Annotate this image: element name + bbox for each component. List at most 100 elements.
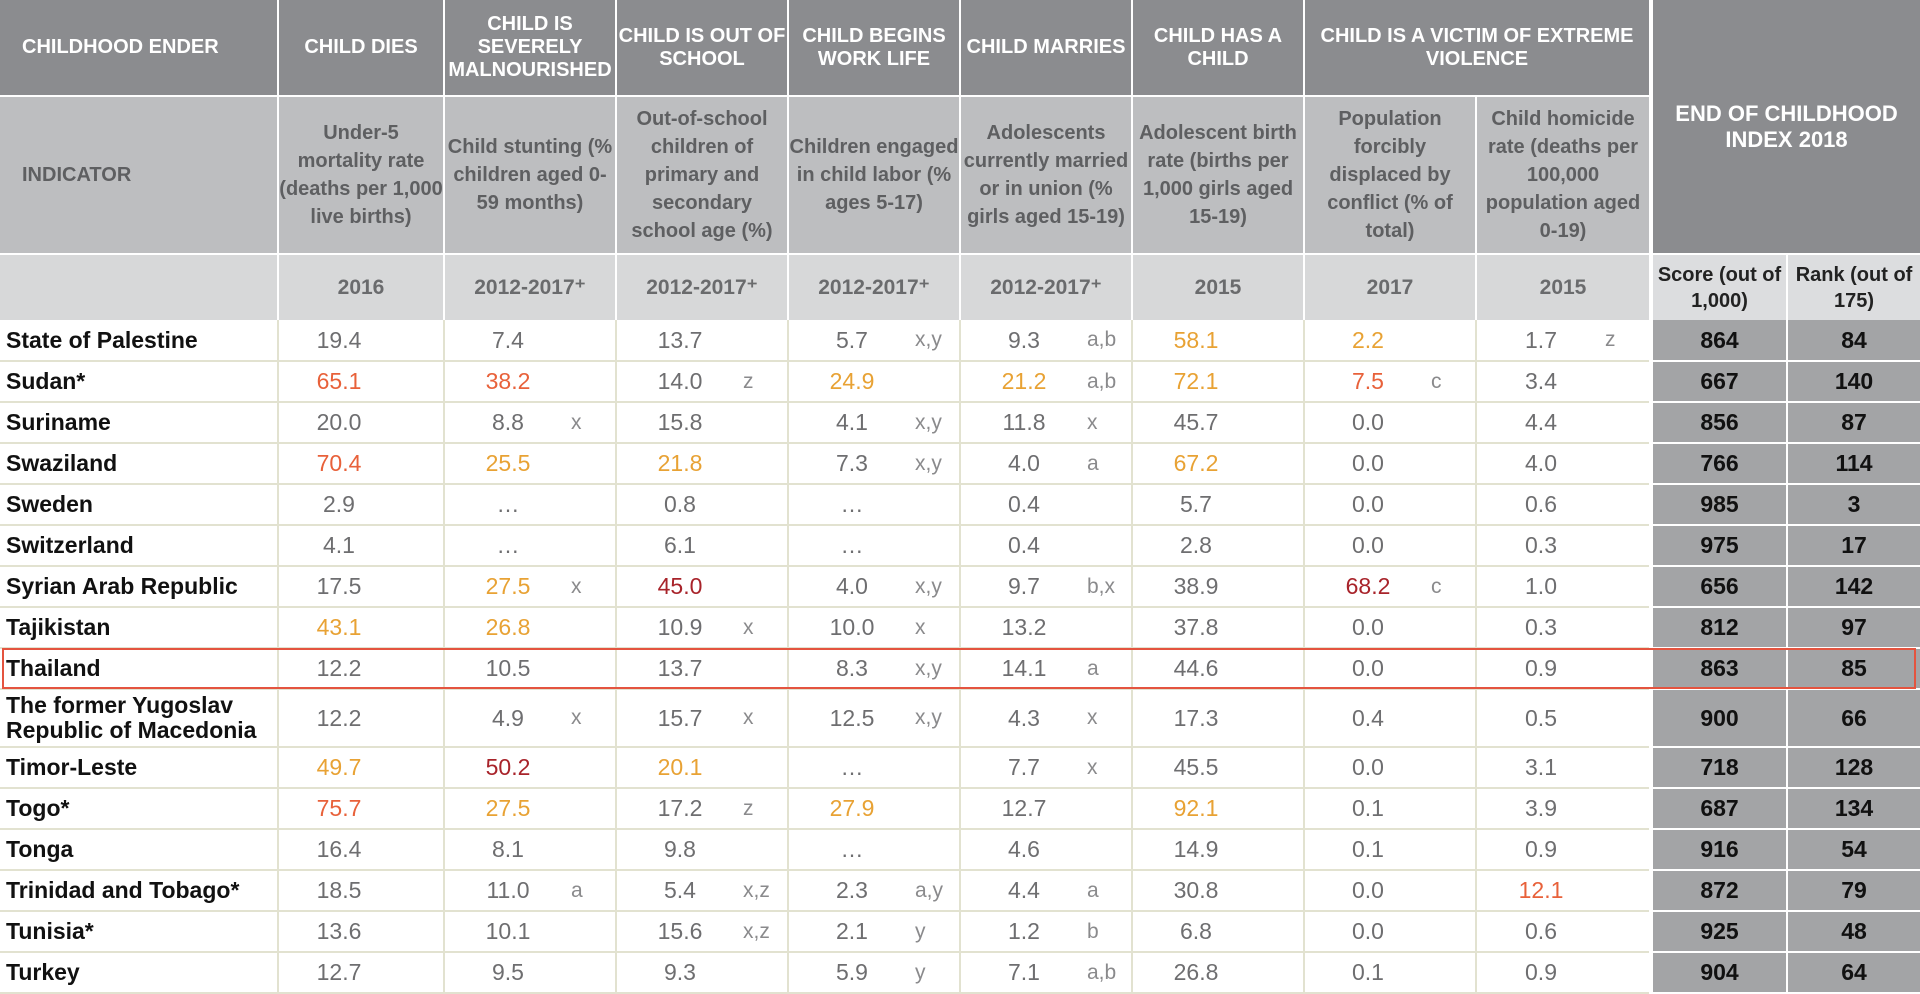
indicator-value: 17.5 — [316, 573, 362, 599]
index-rank: 87 — [1786, 402, 1920, 444]
indicator-value-cell: 9.5 — [443, 952, 616, 994]
indicator-value: 45.5 — [1173, 754, 1219, 780]
table-row: Swaziland 70.4 25.5 21.8 7.3 x,y 4.0 a 67.2 0.0 4.… — [0, 443, 1920, 485]
indicator-value: … — [840, 532, 864, 558]
index-rank: 54 — [1786, 829, 1920, 871]
indicator-value: 1.2 — [1008, 918, 1040, 944]
index-score: 985 — [1649, 484, 1788, 526]
table-row: Suriname 20.0 8.8 x 15.8 4.1 x,y 11.8 x 45.7 0.0 4.… — [0, 402, 1920, 444]
index-rank: 64 — [1786, 952, 1920, 994]
indicator-value: 0.0 — [1352, 918, 1384, 944]
indicator-value-cell: 13.7 — [615, 648, 788, 690]
footnote-marker: x,y — [915, 410, 942, 434]
table-row: Syrian Arab Republic 17.5 27.5 x 45.0 4.0 x,y 9… — [0, 566, 1920, 608]
indicator-value: 65.1 — [316, 368, 362, 394]
indicator-value-cell: 0.3 — [1474, 525, 1652, 567]
indicator-value: … — [496, 532, 520, 558]
indicator-value: 37.8 — [1173, 614, 1219, 640]
year-cell: 2017 — [1303, 254, 1476, 320]
indicator-value-cell: 5.4 x,z — [615, 870, 788, 912]
indicator-value-cell: 58.1 — [1131, 320, 1304, 362]
indicator-value-cell: 16.4 — [277, 829, 444, 871]
country-name: Tunisia* — [0, 911, 278, 953]
index-score: 863 — [1649, 648, 1788, 690]
footnote-marker: x,z — [743, 919, 770, 943]
indicator-value: 19.4 — [316, 326, 362, 353]
indicator-value-cell: 12.2 — [277, 689, 444, 748]
indicator-value: 17.2 — [657, 795, 703, 821]
indicator-value: 27.5 — [485, 795, 531, 821]
indicator-value-cell: 72.1 — [1131, 361, 1304, 403]
footnote-marker: c — [1431, 574, 1442, 598]
indicator-value: 26.8 — [485, 614, 531, 640]
indicator-value: 2.2 — [1352, 326, 1384, 353]
indicator-value-cell: 9.7 b,x — [959, 566, 1132, 608]
indicator-value: 11.0 — [486, 877, 530, 903]
indicator-value-cell: 9.3 a,b — [959, 320, 1132, 362]
footnote-marker: b,x — [1087, 574, 1116, 598]
indicator-value-cell: 38.2 — [443, 361, 616, 403]
indicator-value: 0.3 — [1525, 532, 1557, 558]
country-name: Sweden — [0, 484, 278, 526]
index-score: 975 — [1649, 525, 1788, 567]
index-score: 766 — [1649, 443, 1788, 485]
year-header-row: 2016 2012-2017⁺ 2012-2017⁺ 2012-2017⁺ 20… — [0, 254, 1920, 320]
indicator-value: 17.3 — [1173, 704, 1219, 731]
indicator-value-cell: 0.0 — [1303, 870, 1476, 912]
indicator-value: 0.0 — [1352, 450, 1384, 476]
indicator-value: 45.7 — [1173, 409, 1219, 435]
indicator-value: 13.2 — [1001, 614, 1047, 640]
indicator-value-cell: 3.4 — [1474, 361, 1652, 403]
indicator-value-cell: 17.3 — [1131, 689, 1304, 748]
indicator-value: 10.0 — [829, 614, 875, 640]
indicator-value-cell: 27.5 — [443, 788, 616, 830]
year-cell: 2015 — [1131, 254, 1304, 320]
index-rank: 97 — [1786, 607, 1920, 649]
index-rank: 142 — [1786, 566, 1920, 608]
indicator-value-cell: 27.5 x — [443, 566, 616, 608]
indicator-value: 25.5 — [485, 450, 531, 476]
indicator-value: 0.4 — [1008, 532, 1040, 558]
indicator-value-cell: 13.2 — [959, 607, 1132, 649]
index-score: 872 — [1649, 870, 1788, 912]
indicator-value: 8.1 — [492, 836, 524, 862]
indicator-value-cell: 0.1 — [1303, 829, 1476, 871]
footnote-marker: a — [1087, 656, 1099, 680]
indicator-value-cell: 6.8 — [1131, 911, 1304, 953]
footnote-marker: x — [1087, 755, 1098, 779]
indicator-value-cell: 19.4 — [277, 320, 444, 362]
country-name: Tajikistan — [0, 607, 278, 649]
indicator-value-cell: 15.7 x — [615, 689, 788, 748]
country-name: Swaziland — [0, 443, 278, 485]
table-row: Switzerland 4.1 … 6.1 … 0.4 2.8 0.0 0.3 975 17 — [0, 525, 1920, 567]
indicator-value-cell: 18.5 — [277, 870, 444, 912]
indicator-value-cell: 12.1 — [1474, 870, 1652, 912]
indicator-value: 10.1 — [485, 918, 531, 944]
indicator-value: 6.8 — [1180, 918, 1212, 944]
indicator-value: 43.1 — [316, 614, 362, 640]
table-row: Sudan* 65.1 38.2 14.0 z 24.9 21.2 a,b 72.1 7.5 c 3.… — [0, 361, 1920, 403]
footnote-marker: a,y — [915, 878, 944, 902]
indicator-value-cell: 43.1 — [277, 607, 444, 649]
indicator-value: 30.8 — [1173, 877, 1219, 903]
index-score: 718 — [1649, 747, 1788, 789]
indicator-value-cell: 0.9 — [1474, 829, 1652, 871]
indicator-value: 13.7 — [657, 326, 703, 353]
indicator-value-cell: 8.8 x — [443, 402, 616, 444]
indicator-value: 4.6 — [1008, 836, 1040, 862]
indicator-child-stunting: Child stunting (% children aged 0-59 mon… — [443, 96, 616, 255]
country-name: State of Palestine — [0, 320, 278, 362]
indicator-value-cell: … — [443, 484, 616, 526]
indicator-value-cell: 15.6 x,z — [615, 911, 788, 953]
footnote-marker: y — [915, 919, 926, 943]
indicator-value-cell: 4.3 x — [959, 689, 1132, 748]
table-row: Timor-Leste 49.7 50.2 20.1 … 7.7 x 45.5 0.0 3.1 71… — [0, 747, 1920, 789]
year-cell: 2012-2017⁺ — [443, 254, 616, 320]
footnote-marker: x,y — [915, 451, 942, 475]
footnote-marker: x,y — [915, 328, 942, 351]
index-score: 925 — [1649, 911, 1788, 953]
indicator-value: 20.0 — [316, 409, 362, 435]
indicator-value-cell: 12.2 — [277, 648, 444, 690]
indicator-value: 4.4 — [1008, 877, 1040, 903]
indicator-value: 67.2 — [1173, 450, 1219, 476]
